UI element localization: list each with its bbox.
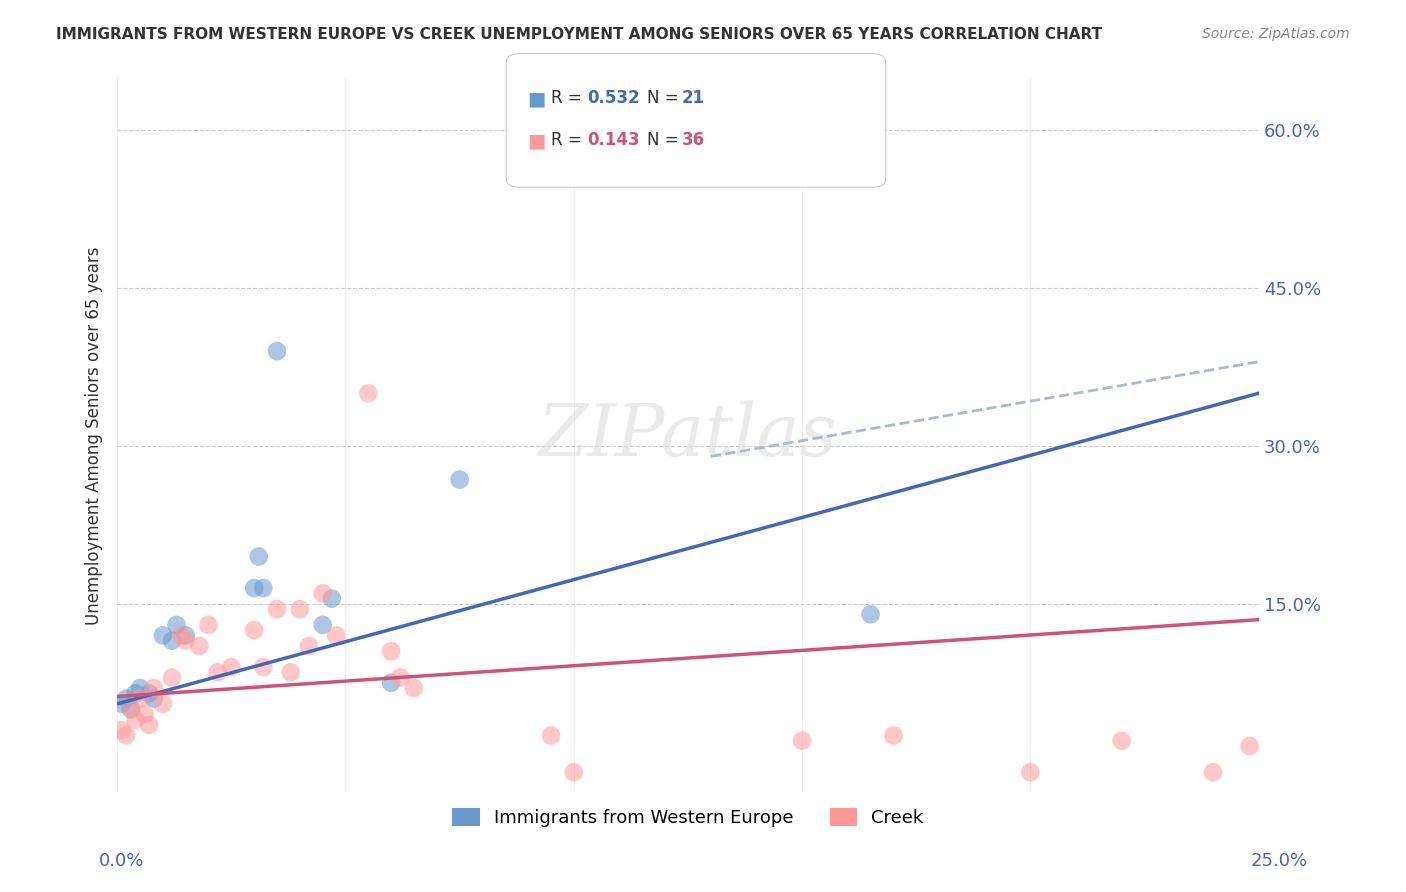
Point: [321, 591, 343, 606]
Point: [115, 691, 138, 706]
Point: [298, 639, 321, 653]
Point: [152, 628, 174, 642]
Point: [207, 665, 229, 680]
Point: [120, 702, 142, 716]
Point: [142, 691, 165, 706]
Point: [311, 586, 333, 600]
Point: [252, 660, 274, 674]
Point: [380, 675, 402, 690]
Point: [859, 607, 882, 622]
Point: [138, 718, 160, 732]
Point: [188, 639, 211, 653]
Point: [111, 697, 134, 711]
Point: [120, 702, 142, 716]
Point: [247, 549, 270, 564]
Point: [124, 686, 146, 700]
Point: [243, 623, 266, 637]
Point: [562, 765, 585, 780]
Point: [1019, 765, 1042, 780]
Point: [152, 697, 174, 711]
Text: ■: ■: [527, 131, 546, 150]
Point: [124, 713, 146, 727]
Point: [402, 681, 425, 695]
Point: [790, 733, 813, 747]
Point: [243, 581, 266, 595]
Point: [197, 618, 219, 632]
Point: [111, 723, 134, 738]
Text: 0.0%: 0.0%: [98, 852, 143, 870]
Y-axis label: Unemployment Among Seniors over 65 years: Unemployment Among Seniors over 65 years: [86, 246, 103, 624]
Point: [266, 602, 288, 616]
Point: [380, 644, 402, 658]
Point: [160, 671, 183, 685]
Point: [311, 618, 333, 632]
Text: N =: N =: [647, 89, 683, 107]
Point: [129, 691, 152, 706]
Point: [288, 602, 311, 616]
Point: [389, 671, 412, 685]
Point: [540, 728, 562, 742]
Point: [174, 628, 197, 642]
Point: [134, 707, 156, 722]
Text: 0.532: 0.532: [588, 89, 640, 107]
Point: [1239, 739, 1261, 753]
Point: [357, 386, 380, 401]
Point: [266, 344, 288, 359]
Text: ZIPatlas: ZIPatlas: [538, 401, 838, 471]
Point: [700, 128, 723, 143]
Point: [280, 665, 302, 680]
Point: [882, 728, 904, 742]
Point: [449, 473, 471, 487]
Point: [142, 681, 165, 695]
Text: 36: 36: [682, 131, 704, 149]
Point: [325, 628, 347, 642]
Legend: Immigrants from Western Europe, Creek: Immigrants from Western Europe, Creek: [446, 801, 931, 834]
Text: 21: 21: [682, 89, 704, 107]
Text: N =: N =: [647, 131, 683, 149]
Point: [252, 581, 274, 595]
Point: [221, 660, 243, 674]
Text: R =: R =: [551, 89, 588, 107]
Point: [166, 618, 188, 632]
Text: 25.0%: 25.0%: [1250, 852, 1308, 870]
Point: [1111, 733, 1133, 747]
Point: [174, 633, 197, 648]
Text: Source: ZipAtlas.com: Source: ZipAtlas.com: [1202, 27, 1350, 41]
Text: IMMIGRANTS FROM WESTERN EUROPE VS CREEK UNEMPLOYMENT AMONG SENIORS OVER 65 YEARS: IMMIGRANTS FROM WESTERN EUROPE VS CREEK …: [56, 27, 1102, 42]
Point: [115, 728, 138, 742]
Text: 0.143: 0.143: [588, 131, 640, 149]
Text: R =: R =: [551, 131, 588, 149]
Point: [129, 681, 152, 695]
Point: [170, 628, 193, 642]
Point: [138, 686, 160, 700]
Point: [1202, 765, 1225, 780]
Text: ■: ■: [527, 89, 546, 108]
Point: [160, 633, 183, 648]
